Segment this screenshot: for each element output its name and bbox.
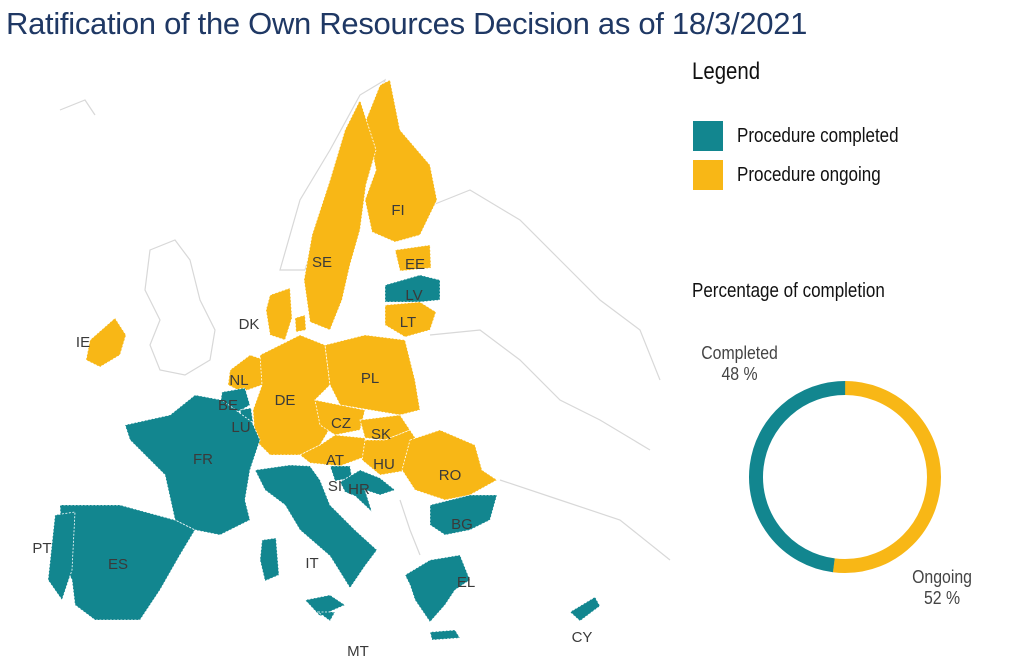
country-at	[299, 434, 371, 467]
country-ee	[394, 244, 432, 272]
country-hr	[339, 469, 396, 514]
country-label-cy: CY	[572, 629, 593, 646]
country-label-sk: SK	[371, 426, 391, 443]
country-label-es: ES	[108, 556, 128, 573]
country-label-cz: CZ	[331, 415, 351, 432]
completion-title: Percentage of completion	[692, 280, 885, 302]
country-label-fi: FI	[391, 202, 404, 219]
country-label-ro: RO	[439, 467, 462, 484]
country-fr	[124, 394, 261, 536]
country-it	[259, 537, 280, 582]
donut-segment-completed	[749, 381, 942, 573]
country-label-si: SI	[328, 478, 342, 495]
country-label-se: SE	[312, 254, 332, 271]
legend-item-completed: Procedure completed	[693, 121, 927, 151]
country-it	[304, 594, 346, 617]
completion-donut	[749, 381, 942, 573]
country-se	[303, 98, 377, 331]
country-label-dk: DK	[239, 316, 260, 333]
legend-item-ongoing: Procedure ongoing	[693, 160, 906, 190]
country-it	[254, 464, 378, 589]
legend-label: Procedure ongoing	[737, 163, 881, 186]
country-ro	[401, 429, 498, 501]
country-label-at: AT	[326, 452, 344, 469]
country-nl	[227, 354, 266, 393]
completed-label: Completed 48 %	[701, 343, 778, 385]
country-label-bg: BG	[451, 516, 473, 533]
country-label-be: BE	[218, 397, 238, 414]
completed-name: Completed	[701, 343, 778, 363]
country-el	[429, 629, 461, 641]
country-label-lt: LT	[400, 314, 416, 331]
country-label-ie: IE	[76, 334, 90, 351]
country-pt	[47, 511, 76, 601]
country-label-ee: EE	[405, 256, 425, 273]
legend-title: Legend	[692, 58, 761, 85]
eu-map: FI SE EE LV LT DK IE NL BE LU DE PL CZ SK AT HU RO SI HR BG…	[32, 78, 671, 660]
country-dk	[294, 314, 307, 333]
country-label-hu: HU	[373, 456, 395, 473]
country-label-lv: LV	[405, 287, 422, 304]
country-es	[59, 504, 196, 621]
page-title: Ratification of the Own Resources Decisi…	[6, 6, 808, 41]
country-label-mt: MT	[347, 643, 369, 660]
country-label-hr: HR	[348, 481, 370, 498]
country-label-fr: FR	[193, 451, 213, 468]
country-cz	[314, 399, 366, 436]
country-label-it: IT	[305, 555, 318, 572]
legend-label: Procedure completed	[737, 124, 899, 147]
country-label-el: EL	[457, 574, 475, 591]
ongoing-name: Ongoing	[912, 567, 972, 587]
country-lt	[384, 301, 437, 338]
country-dk	[265, 287, 293, 341]
country-pl	[324, 334, 421, 416]
country-mt	[316, 611, 336, 622]
country-lv	[384, 274, 441, 303]
country-labels: FI SE EE LV LT DK IE NL BE LU DE PL CZ SK AT HU RO SI HR BG…	[32, 202, 592, 660]
ongoing-value: 52 %	[923, 588, 961, 608]
country-fi	[364, 79, 438, 243]
country-bg	[429, 494, 498, 536]
ongoing-label: Ongoing 52 %	[912, 567, 972, 609]
completed-swatch	[693, 121, 723, 151]
country-label-lu: LU	[231, 419, 250, 436]
completed-value: 48 %	[721, 364, 758, 384]
country-ie	[85, 317, 127, 368]
country-label-pt: PT	[32, 540, 51, 557]
ongoing-swatch	[693, 160, 723, 190]
country-label-pl: PL	[361, 370, 379, 387]
country-label-nl: NL	[229, 372, 248, 389]
country-label-de: DE	[275, 392, 296, 409]
country-shapes	[47, 79, 601, 641]
country-el	[404, 554, 471, 623]
country-cy	[569, 596, 601, 622]
